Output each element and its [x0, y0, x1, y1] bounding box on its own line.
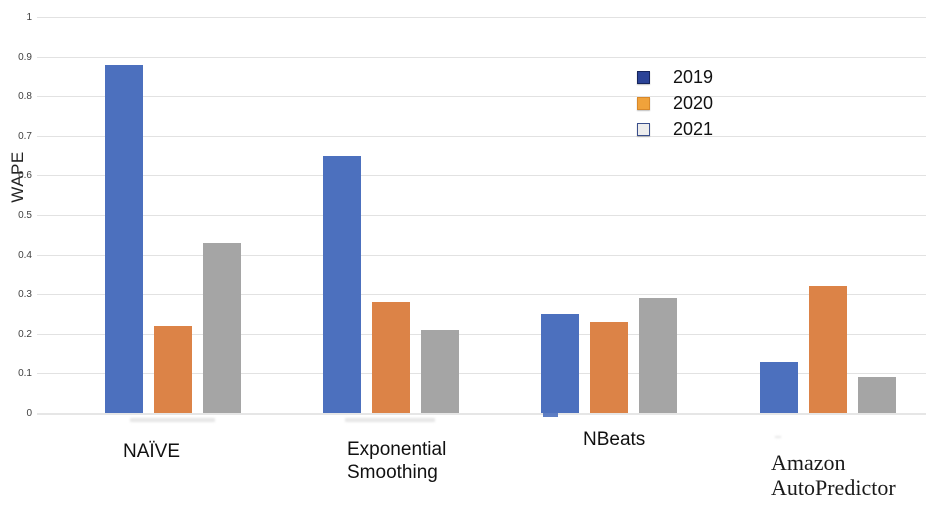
- bar-2020-group2: [372, 302, 410, 413]
- ghost-label-artifact: [130, 418, 215, 422]
- legend: 2019 2020 2021: [637, 64, 713, 142]
- gridline: [37, 294, 926, 296]
- ghost-label-artifact: [775, 436, 781, 438]
- y-tick-label: 0.9: [18, 51, 32, 63]
- legend-label: 2019: [673, 66, 714, 87]
- bar-2019-group3: [541, 314, 579, 413]
- legend-item-2020: 2020: [637, 90, 713, 116]
- bar-2020-group3: [590, 322, 628, 413]
- bar-2019-group1: [105, 65, 143, 413]
- ghost-label-artifact: [345, 418, 435, 422]
- plot-area: [37, 17, 926, 415]
- bar-2020-group1: [154, 326, 192, 413]
- y-tick-label: 0: [26, 408, 32, 419]
- gridline: [37, 135, 926, 137]
- gridline: [37, 215, 926, 216]
- bar-2021-group3: [639, 298, 677, 413]
- x-axis-label: Exponential Smoothing: [347, 439, 447, 483]
- y-tick-label: 0.1: [18, 368, 32, 380]
- legend-swatch-icon: [637, 122, 650, 136]
- x-axis-label: NAÏVE: [123, 441, 181, 462]
- legend-item-2019: 2019: [637, 64, 713, 90]
- legend-swatch-icon: [637, 96, 650, 110]
- y-tick-label: 0.6: [18, 170, 32, 182]
- y-tick-label: 0.5: [18, 210, 32, 221]
- bar-2019-group4: [760, 362, 798, 413]
- y-tick-label: 0.4: [18, 249, 32, 261]
- legend-label: 2020: [673, 92, 714, 113]
- y-tick-label: 0.2: [18, 328, 32, 340]
- gridline: [37, 56, 926, 58]
- x-axis-label: NBeats: [583, 429, 646, 450]
- y-tick-label: 0.8: [18, 91, 32, 103]
- bar-2021-group4: [858, 377, 896, 413]
- gridline: [37, 96, 926, 98]
- bar-2021-group2: [421, 330, 459, 413]
- y-tick-label: 0.3: [18, 289, 32, 301]
- gridline: [37, 333, 926, 335]
- gridline: [37, 17, 926, 18]
- y-tick-label: 1: [26, 12, 32, 23]
- bar-2020-group4: [809, 286, 847, 413]
- gridline: [37, 175, 926, 177]
- gridline: [37, 373, 926, 375]
- legend-swatch-icon: [637, 70, 650, 84]
- gridline: [37, 254, 926, 256]
- y-tick-label: 0.7: [18, 130, 32, 142]
- ghost-bar-artifact: [543, 413, 558, 417]
- bar-2019-group2: [323, 156, 361, 413]
- legend-label: 2021: [673, 118, 714, 139]
- legend-item-2021: 2021: [637, 116, 713, 142]
- x-axis-label: Amazon AutoPredictor: [771, 450, 896, 500]
- bar-2021-group1: [203, 243, 241, 413]
